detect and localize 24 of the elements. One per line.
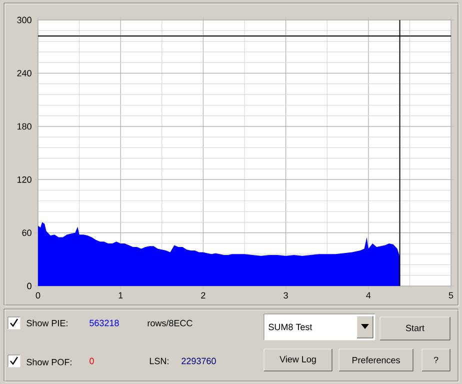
text: LSN: — [150, 358, 168, 364]
text: Start — [406, 324, 424, 332]
y-tick-label: 60 — [22, 230, 32, 236]
text: Preferences — [352, 356, 400, 364]
x-tick-label: 5 — [448, 292, 454, 298]
text: SUM8 Test — [268, 324, 312, 330]
y-tick-label: 180 — [17, 123, 32, 130]
y-tick-label: 300 — [17, 16, 32, 24]
x-tick-label: 3 — [284, 292, 288, 299]
text: ? — [434, 356, 438, 364]
text: 0 — [90, 358, 94, 364]
y-tick-label: 240 — [17, 70, 32, 76]
text: Show PIE: — [26, 320, 68, 326]
y-tick-label: 120 — [17, 176, 32, 183]
x-tick-label: 1 — [118, 292, 123, 298]
x-tick-label: 4 — [366, 292, 371, 298]
y-tick-label: 0 — [27, 282, 32, 290]
x-tick-label: 2 — [201, 292, 206, 298]
text: 563218 — [90, 320, 119, 326]
text: View Log — [280, 356, 316, 364]
text: 2293760 — [182, 358, 216, 364]
text: rows/8ECC — [148, 320, 192, 326]
text: Show POF: — [26, 358, 72, 366]
x-tick-label: 0 — [36, 292, 40, 299]
